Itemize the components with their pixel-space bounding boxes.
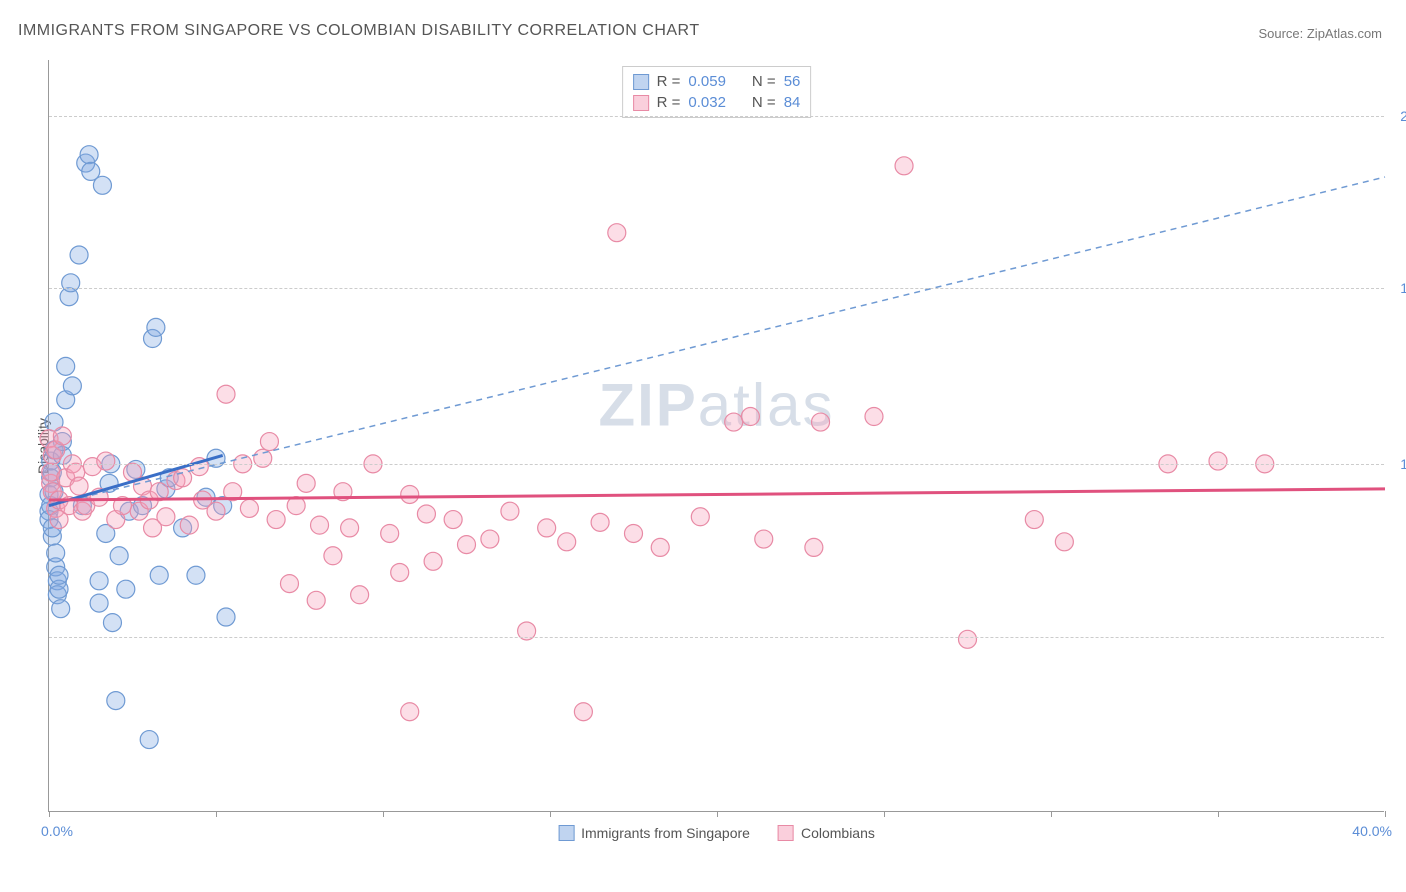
gridline (49, 116, 1384, 117)
x-tick (884, 811, 885, 817)
legend-n-label: N = (752, 94, 776, 111)
legend-r-label: R = (657, 94, 681, 111)
x-tick (1385, 811, 1386, 817)
x-tick (216, 811, 217, 817)
legend-item-colombians: Colombians (778, 825, 875, 841)
x-tick (550, 811, 551, 817)
legend-r-label: R = (657, 73, 681, 90)
x-tick (717, 811, 718, 817)
x-tick (383, 811, 384, 817)
legend-row-colombians: R = 0.032 N = 84 (633, 92, 801, 113)
gridline (49, 464, 1384, 465)
legend-swatch-icon (778, 825, 794, 841)
legend-n-value-0: 56 (784, 73, 801, 90)
series-legend: Immigrants from Singapore Colombians (558, 825, 875, 841)
gridline (49, 288, 1384, 289)
legend-n-value-1: 84 (784, 94, 801, 111)
legend-r-value-1: 0.032 (688, 94, 726, 111)
x-tick (1218, 811, 1219, 817)
legend-label: Colombians (801, 825, 875, 841)
chart-svg (49, 60, 1384, 811)
legend-swatch-icon (558, 825, 574, 841)
legend-item-singapore: Immigrants from Singapore (558, 825, 750, 841)
legend-label: Immigrants from Singapore (581, 825, 750, 841)
plot-area: ZIPatlas R = 0.059 N = 56 R = 0.032 N = … (48, 60, 1384, 812)
x-tick (49, 811, 50, 817)
x-tick (1051, 811, 1052, 817)
legend-r-value-0: 0.059 (688, 73, 726, 90)
gridline (49, 637, 1384, 638)
legend-n-label: N = (752, 73, 776, 90)
y-tick-label: 18.8% (1400, 280, 1406, 296)
x-axis-max: 40.0% (1352, 823, 1392, 839)
legend-swatch-singapore (633, 74, 649, 90)
legend-row-singapore: R = 0.059 N = 56 (633, 71, 801, 92)
x-axis-min: 0.0% (41, 823, 73, 839)
legend-swatch-colombians (633, 95, 649, 111)
source-label: Source: ZipAtlas.com (1258, 26, 1382, 41)
chart-title: IMMIGRANTS FROM SINGAPORE VS COLOMBIAN D… (18, 22, 700, 40)
correlation-legend: R = 0.059 N = 56 R = 0.032 N = 84 (622, 66, 812, 118)
y-tick-label: 25.0% (1400, 108, 1406, 124)
y-tick-label: 12.5% (1400, 456, 1406, 472)
